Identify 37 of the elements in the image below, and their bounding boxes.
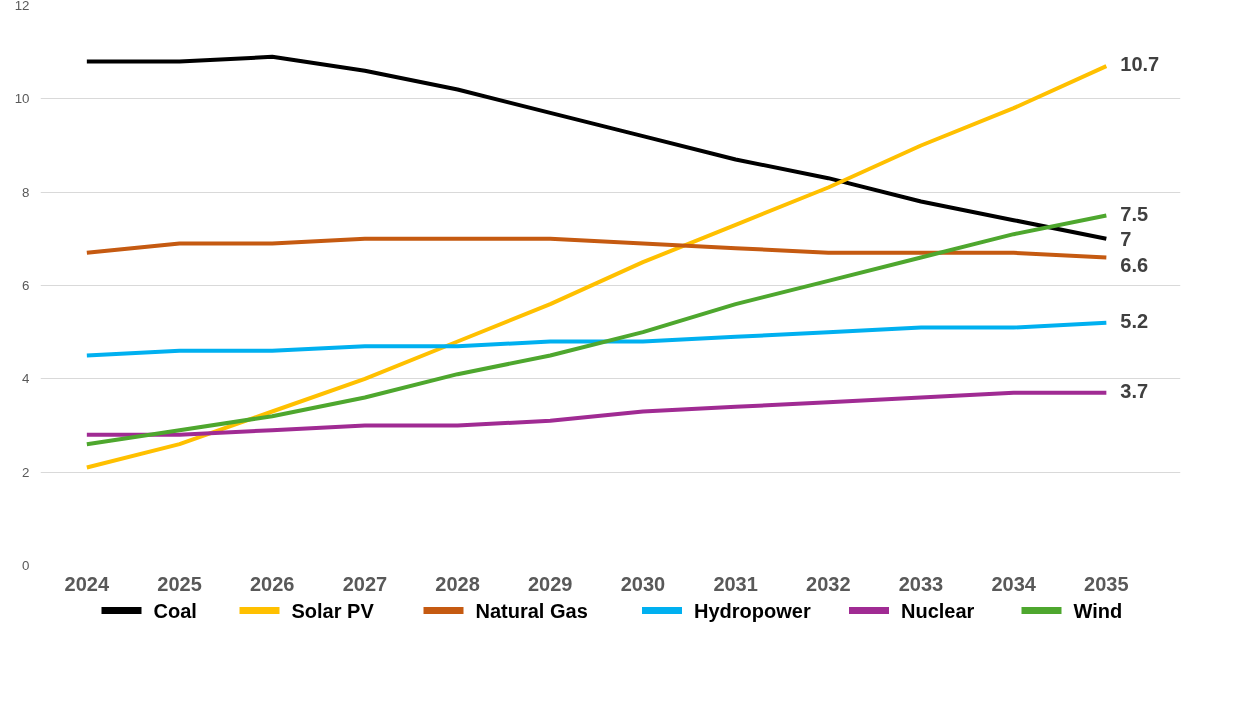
- data-label: 7.5: [1120, 202, 1149, 225]
- x-tick-label: 2032: [806, 572, 851, 595]
- x-tick-label: 2034: [991, 572, 1037, 595]
- data-label: 10.7: [1120, 53, 1160, 76]
- x-tick-label: 2033: [898, 572, 944, 595]
- data-label: 5.2: [1120, 309, 1149, 332]
- x-tick-label: 2024: [64, 572, 110, 595]
- x-tick-label: 2031: [713, 572, 758, 595]
- line-series: [84, 320, 1109, 358]
- x-tick-label: 2035: [1084, 572, 1129, 595]
- line-series: [84, 390, 1109, 437]
- line-series: [84, 236, 1109, 260]
- legend-label: Natural Gas: [475, 599, 588, 622]
- x-tick-label: 2027: [342, 572, 388, 595]
- data-label: 3.7: [1120, 379, 1149, 402]
- y-tick-label: 2: [22, 464, 30, 480]
- line-series: [84, 213, 1109, 447]
- y-tick-label: 0: [22, 558, 30, 573]
- legend-label: Coal: [153, 599, 197, 622]
- line-series: [84, 54, 1109, 241]
- legend-label: Solar PV: [291, 599, 375, 622]
- y-tick-label: 6: [22, 278, 30, 293]
- x-tick-label: 2025: [157, 572, 202, 595]
- legend-label: Wind: [1073, 599, 1123, 622]
- x-tick-label: 2029: [528, 572, 573, 595]
- y-tick-label: 12: [14, 0, 30, 13]
- y-tick-label: 8: [22, 184, 30, 200]
- data-label: 6.6: [1120, 253, 1149, 276]
- legend-label: Hydropower: [694, 599, 811, 622]
- x-tick-label: 2028: [435, 572, 480, 595]
- data-label: 7: [1120, 228, 1132, 251]
- legend-label: Nuclear: [901, 599, 975, 622]
- line-series: [84, 64, 1109, 470]
- y-tick-label: 10: [14, 91, 30, 107]
- y-tick-label: 4: [22, 371, 31, 387]
- x-tick-label: 2030: [620, 572, 666, 595]
- x-tick-label: 2026: [249, 572, 295, 595]
